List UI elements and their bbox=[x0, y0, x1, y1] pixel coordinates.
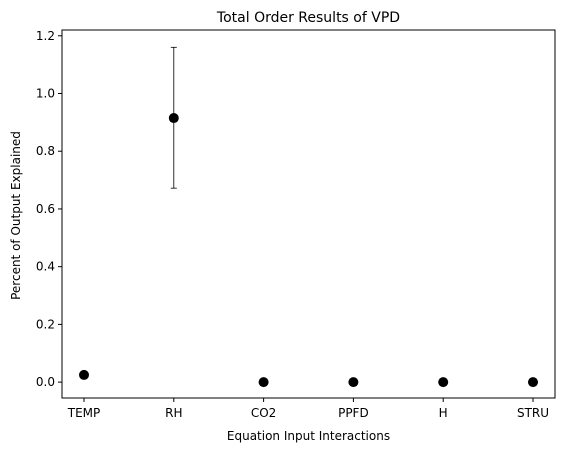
data-point bbox=[348, 377, 359, 388]
axes-layer bbox=[61, 29, 556, 399]
data-point bbox=[258, 377, 269, 388]
data-point bbox=[168, 113, 179, 124]
x-tick-label: STRU bbox=[517, 406, 549, 420]
data-point bbox=[79, 369, 89, 380]
y-axis-label: Percent of Output Explained bbox=[9, 131, 23, 300]
x-axis-label: Equation Input Interactions bbox=[227, 429, 390, 443]
y-tick-label: 1.0 bbox=[36, 86, 55, 100]
y-tick-label: 0.8 bbox=[36, 144, 55, 158]
x-tick-label: PPFD bbox=[338, 406, 369, 420]
chart-title: Total Order Results of VPD bbox=[216, 10, 400, 26]
x-tick-label: CO2 bbox=[251, 406, 276, 420]
data-points-layer bbox=[79, 113, 538, 388]
y-tick-label: 0.4 bbox=[36, 260, 55, 274]
y-tick-label: 0.2 bbox=[36, 317, 55, 331]
x-tick-label: TEMP bbox=[67, 406, 101, 420]
plot-frame bbox=[61, 29, 556, 399]
x-tick-label: H bbox=[439, 406, 448, 420]
data-point bbox=[438, 377, 449, 388]
y-tick-label: 0.6 bbox=[36, 202, 55, 216]
y-tick-label: 0.0 bbox=[36, 375, 55, 389]
tick-layer: 0.0 0.2 0.4 0.6 0.8 1.0 1.2 TEMP RH CO2 PPFD H STRU bbox=[36, 29, 549, 420]
x-tick-label: RH bbox=[165, 406, 182, 420]
y-tick-label: 1.2 bbox=[36, 29, 55, 43]
data-point bbox=[528, 377, 538, 388]
